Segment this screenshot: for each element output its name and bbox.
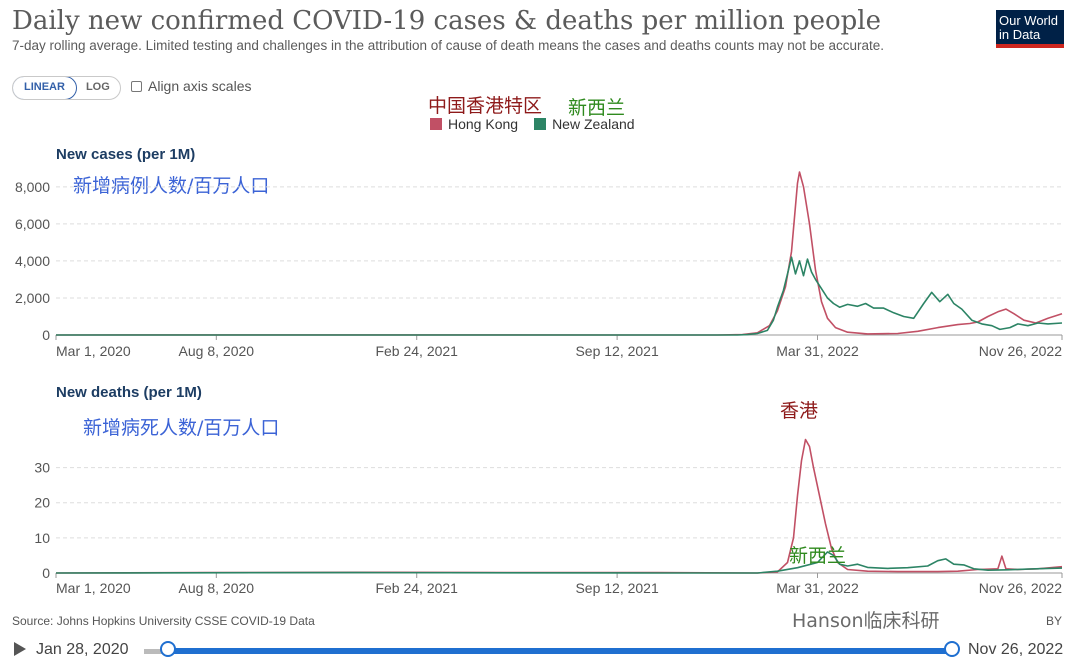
x-tick-label: Mar 1, 2020 (56, 580, 131, 596)
x-tick-label: Sep 12, 2021 (575, 580, 659, 596)
series-line-new-zealand[interactable] (55, 551, 1063, 574)
scale-toggle: LINEAR LOG (12, 76, 121, 100)
x-tick-label: Sep 12, 2021 (575, 343, 659, 359)
x-tick-label: Mar 31, 2022 (776, 343, 859, 359)
series-line-new-zealand[interactable] (56, 256, 1063, 336)
owid-logo[interactable]: Our World in Data (996, 10, 1064, 48)
logo-line-2: in Data (999, 27, 1041, 42)
legend: Hong Kong New Zealand (430, 116, 635, 132)
x-tick-label: Mar 31, 2022 (776, 580, 859, 596)
legend-swatch-new-zealand (534, 118, 547, 130)
timeline-track-background[interactable] (144, 649, 168, 654)
annotation-peak-new-zealand: 新西兰 (789, 545, 847, 567)
deaths-chart[interactable]: 0 10 20 30 Mar 1, 2020 Aug 8, 2020 Feb 24, 202… (34, 438, 1063, 597)
timeline-start-handle[interactable] (160, 641, 176, 657)
y-tick-label: 20 (34, 495, 50, 511)
license-by[interactable]: BY (1046, 614, 1063, 628)
timeline-start-date: Jan 28, 2020 (36, 641, 129, 658)
source-note[interactable]: Source: Johns Hopkins University CSSE CO… (12, 614, 315, 628)
x-tick-label: Nov 26, 2022 (979, 580, 1062, 596)
play-icon[interactable] (14, 642, 26, 656)
cases-panel-title: New cases (per 1M) (56, 146, 196, 163)
deaths-panel-title: New deaths (per 1M) (56, 384, 202, 401)
y-tick-label: 2,000 (15, 290, 50, 306)
timeline-range[interactable] (168, 648, 952, 654)
log-button[interactable]: LOG (85, 81, 110, 93)
align-axis-option[interactable]: Align axis scales (131, 78, 252, 94)
cases-chart[interactable]: 0 2,000 4,000 6,000 8,000 Mar 1, 2020 Aug 8, 2… (15, 171, 1063, 359)
y-tick-label: 8,000 (15, 179, 50, 195)
y-tick-label: 10 (34, 530, 50, 546)
x-tick-label: Mar 1, 2020 (56, 343, 131, 359)
chart-title: Daily new confirmed COVID-19 cases & dea… (12, 6, 881, 36)
x-tick-label: Feb 24, 2021 (375, 343, 458, 359)
y-tick-label: 0 (42, 327, 50, 343)
legend-label-new-zealand: New Zealand (552, 116, 635, 132)
x-tick-label: Aug 8, 2020 (179, 580, 255, 596)
y-tick-label: 4,000 (15, 253, 50, 269)
series-line-hong-kong[interactable] (55, 171, 1063, 336)
linear-button[interactable]: LINEAR (12, 77, 77, 99)
series-line-hong-kong[interactable] (55, 438, 1063, 574)
timeline-end-handle[interactable] (944, 641, 960, 657)
y-tick-label: 6,000 (15, 216, 50, 232)
annotation-hong-kong-cn: 中国香港特区 (428, 95, 543, 117)
legend-label-hong-kong: Hong Kong (448, 116, 519, 132)
chart-subtitle: 7-day rolling average. Limited testing a… (12, 38, 885, 53)
x-tick-label: Nov 26, 2022 (979, 343, 1062, 359)
align-label: Align axis scales (148, 78, 252, 94)
legend-item-new-zealand[interactable]: New Zealand (534, 116, 635, 132)
x-tick-label: Aug 8, 2020 (179, 343, 255, 359)
annotation-peak-hong-kong: 香港 (780, 400, 819, 422)
annotation-new-zealand-cn: 新西兰 (568, 97, 626, 119)
x-tick-label: Feb 24, 2021 (375, 580, 458, 596)
timeline-end-date: Nov 26, 2022 (968, 641, 1064, 658)
y-tick-label: 0 (42, 565, 50, 581)
annotation-cases-cn: 新增病例人数/百万人口 (73, 175, 270, 197)
logo-line-1: Our World (999, 13, 1058, 28)
watermark: Hanson临床科研 (792, 610, 940, 632)
align-checkbox[interactable] (131, 80, 142, 92)
legend-swatch-hong-kong (430, 118, 442, 130)
y-tick-label: 30 (34, 460, 50, 476)
legend-item-hong-kong[interactable]: Hong Kong (430, 116, 518, 132)
annotation-deaths-cn: 新增病死人数/百万人口 (83, 417, 280, 439)
